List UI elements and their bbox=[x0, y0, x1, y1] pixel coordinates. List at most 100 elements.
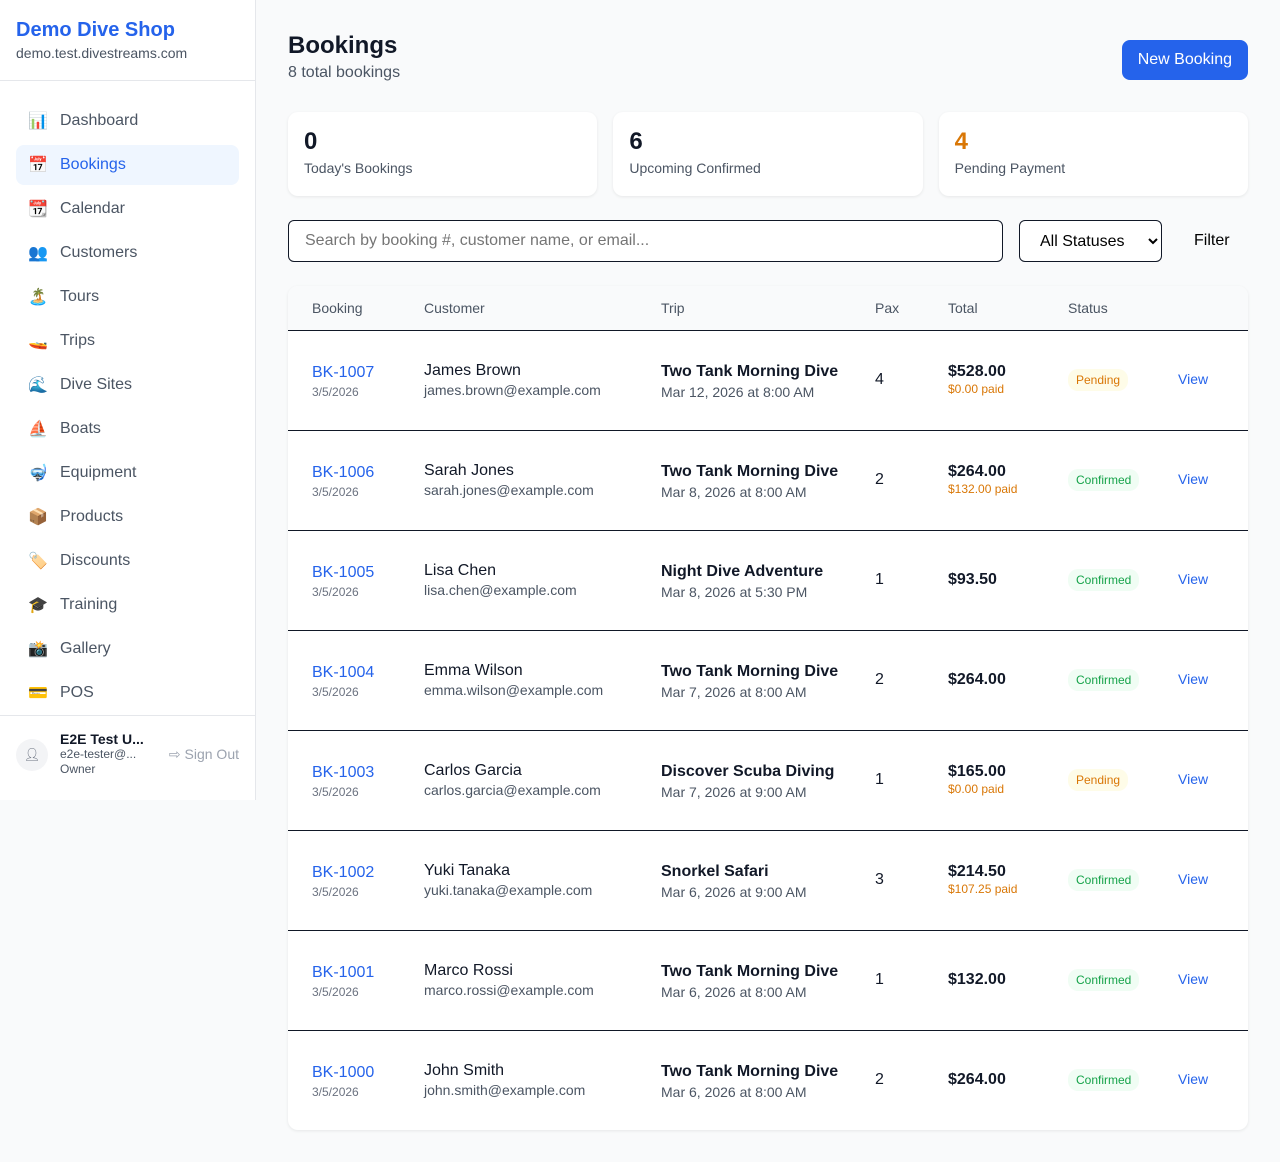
booking-id-link[interactable]: BK-1004 bbox=[312, 664, 375, 681]
page-title: Bookings bbox=[288, 32, 398, 59]
booking-date: 3/5/2026 bbox=[312, 485, 359, 499]
table-row: BK-1006 3/5/2026 Sarah Jones sarah.jones@e… bbox=[288, 430, 1248, 531]
view-link[interactable]: View bbox=[1178, 671, 1209, 687]
trip-date: Mar 8, 2026 at 5:30 PM bbox=[661, 584, 808, 600]
view-link[interactable]: View bbox=[1178, 471, 1209, 487]
pos-icon: 💳 bbox=[28, 685, 48, 702]
booking-id-link[interactable]: BK-1006 bbox=[312, 464, 375, 481]
trip-date: Mar 6, 2026 at 9:00 AM bbox=[661, 884, 807, 900]
sidebar-item-trips[interactable]: 🚤 Trips bbox=[16, 321, 239, 361]
sidebar-item-dashboard[interactable]: 📊 Dashboard bbox=[16, 101, 239, 141]
sidebar-item-label: Products bbox=[60, 508, 124, 525]
new-booking-button[interactable]: New Booking bbox=[1121, 40, 1248, 80]
customer-name: Carlos Garcia bbox=[424, 762, 522, 779]
shop-name[interactable]: Demo Dive Shop bbox=[16, 19, 175, 41]
status-badge: Confirmed bbox=[1068, 569, 1140, 591]
trips-icon: 🚤 bbox=[28, 333, 48, 350]
search-input[interactable] bbox=[288, 220, 1003, 262]
booking-id-link[interactable]: BK-1005 bbox=[312, 564, 375, 581]
paid-amount: $0.00 paid bbox=[948, 382, 1005, 396]
sidebar-item-boats[interactable]: ⛵ Boats bbox=[16, 409, 239, 449]
stat-label: Today's Bookings bbox=[304, 160, 413, 176]
boats-icon: ⛵ bbox=[28, 421, 48, 438]
trip-date: Mar 6, 2026 at 8:00 AM bbox=[661, 984, 807, 1000]
dashboard-icon: 📊 bbox=[28, 113, 48, 130]
discounts-icon: 🏷️ bbox=[28, 553, 48, 570]
user-email: e2e-tester@... bbox=[60, 747, 137, 761]
sidebar-item-label: Gallery bbox=[60, 640, 111, 657]
booking-id-link[interactable]: BK-1002 bbox=[312, 864, 375, 881]
booking-id-link[interactable]: BK-1007 bbox=[312, 364, 375, 381]
view-link[interactable]: View bbox=[1178, 871, 1209, 887]
view-link[interactable]: View bbox=[1178, 1071, 1209, 1088]
user-avatar-icon: 👤︎ bbox=[16, 738, 48, 771]
sign-out-label: Sign Out bbox=[184, 746, 239, 762]
sidebar: Demo Dive Shop demo.test.divestreams.com… bbox=[0, 0, 256, 800]
pax: 1 bbox=[851, 930, 924, 1031]
trip-date: Mar 8, 2026 at 8:00 AM bbox=[661, 484, 807, 500]
view-link[interactable]: View bbox=[1178, 771, 1209, 787]
pax: 3 bbox=[851, 830, 924, 931]
bookings-icon: 📅 bbox=[28, 157, 48, 174]
sidebar-item-products[interactable]: 📦 Products bbox=[16, 497, 239, 537]
filter-button[interactable]: Filter bbox=[1178, 232, 1246, 250]
sidebar-item-pos[interactable]: 💳 POS bbox=[16, 673, 239, 713]
customer-email: emma.wilson@example.com bbox=[424, 682, 604, 698]
status-select[interactable]: All Statuses bbox=[1019, 220, 1162, 262]
total: $165.00 bbox=[948, 763, 1006, 780]
trip-date: Mar 7, 2026 at 8:00 AM bbox=[661, 684, 807, 700]
trip-name: Two Tank Morning Dive bbox=[661, 1063, 839, 1081]
view-link[interactable]: View bbox=[1178, 571, 1209, 587]
trip-date: Mar 12, 2026 at 8:00 AM bbox=[661, 384, 815, 400]
filters: All Statuses Filter bbox=[288, 220, 1248, 262]
booking-id-link[interactable]: BK-1001 bbox=[312, 964, 375, 981]
column-header: Customer bbox=[400, 286, 637, 331]
sidebar-item-discounts[interactable]: 🏷️ Discounts bbox=[16, 541, 239, 581]
bookings-table: Booking Customer Trip Pax Total Status BK-100… bbox=[288, 286, 1248, 1130]
stat-value: 6 bbox=[629, 128, 643, 155]
column-header: Pax bbox=[851, 286, 924, 331]
status-badge: Pending bbox=[1068, 769, 1129, 791]
user-panel: 👤︎ E2E Test U... e2e-tester@... Owner ⇨ … bbox=[0, 715, 255, 793]
trip-date: Mar 6, 2026 at 8:00 AM bbox=[661, 1084, 807, 1101]
view-link[interactable]: View bbox=[1178, 371, 1209, 387]
view-link[interactable]: View bbox=[1178, 971, 1209, 987]
customer-email: lisa.chen@example.com bbox=[424, 582, 577, 598]
sidebar-item-label: Dive Sites bbox=[60, 376, 133, 393]
status-badge: Confirmed bbox=[1068, 1069, 1140, 1092]
sidebar-nav: 📊 Dashboard 📅 Bookings 📆 Calendar 👥 Customers 🏝️… bbox=[0, 81, 255, 713]
paid-amount: $132.00 paid bbox=[948, 482, 1018, 496]
booking-id-link[interactable]: BK-1000 bbox=[312, 1064, 375, 1082]
sign-out-button[interactable]: ⇨ Sign Out bbox=[169, 746, 239, 763]
total: $264.00 bbox=[948, 671, 1006, 688]
stat-label: Pending Payment bbox=[954, 160, 1066, 176]
trip-name: Two Tank Morning Dive bbox=[661, 463, 839, 480]
sidebar-item-label: Discounts bbox=[60, 552, 131, 569]
sidebar-item-calendar[interactable]: 📆 Calendar bbox=[16, 189, 239, 229]
booking-date: 3/5/2026 bbox=[312, 885, 359, 899]
booking-id-link[interactable]: BK-1003 bbox=[312, 764, 375, 781]
total: $528.00 bbox=[948, 363, 1006, 380]
sidebar-item-gallery[interactable]: 📸 Gallery bbox=[16, 629, 239, 669]
sidebar-item-label: Training bbox=[60, 596, 118, 613]
sidebar-item-dive-sites[interactable]: 🌊 Dive Sites bbox=[16, 365, 239, 405]
column-header: Trip bbox=[637, 286, 851, 331]
sidebar-item-customers[interactable]: 👥 Customers bbox=[16, 233, 239, 273]
sidebar-item-label: POS bbox=[60, 684, 94, 701]
customer-name: Marco Rossi bbox=[424, 962, 513, 979]
stat-card: 0 Today's Bookings bbox=[288, 112, 598, 196]
customer-email: john.smith@example.com bbox=[424, 1082, 586, 1099]
trip-name: Snorkel Safari bbox=[661, 863, 769, 880]
pax: 2 bbox=[875, 1071, 884, 1089]
sidebar-item-training[interactable]: 🎓 Training bbox=[16, 585, 239, 625]
customers-icon: 👥 bbox=[28, 245, 48, 262]
sign-out-icon: ⇨ bbox=[168, 746, 181, 762]
sidebar-item-tours[interactable]: 🏝️ Tours bbox=[16, 277, 239, 317]
sidebar-item-label: Customers bbox=[60, 244, 138, 261]
shop-domain: demo.test.divestreams.com bbox=[16, 45, 188, 61]
sidebar-item-bookings[interactable]: 📅 Bookings bbox=[16, 145, 239, 185]
pax: 2 bbox=[851, 430, 924, 531]
sidebar-item-label: Bookings bbox=[60, 156, 126, 173]
column-header: Total bbox=[924, 286, 1044, 331]
sidebar-item-equipment[interactable]: 🤿 Equipment bbox=[16, 453, 239, 493]
